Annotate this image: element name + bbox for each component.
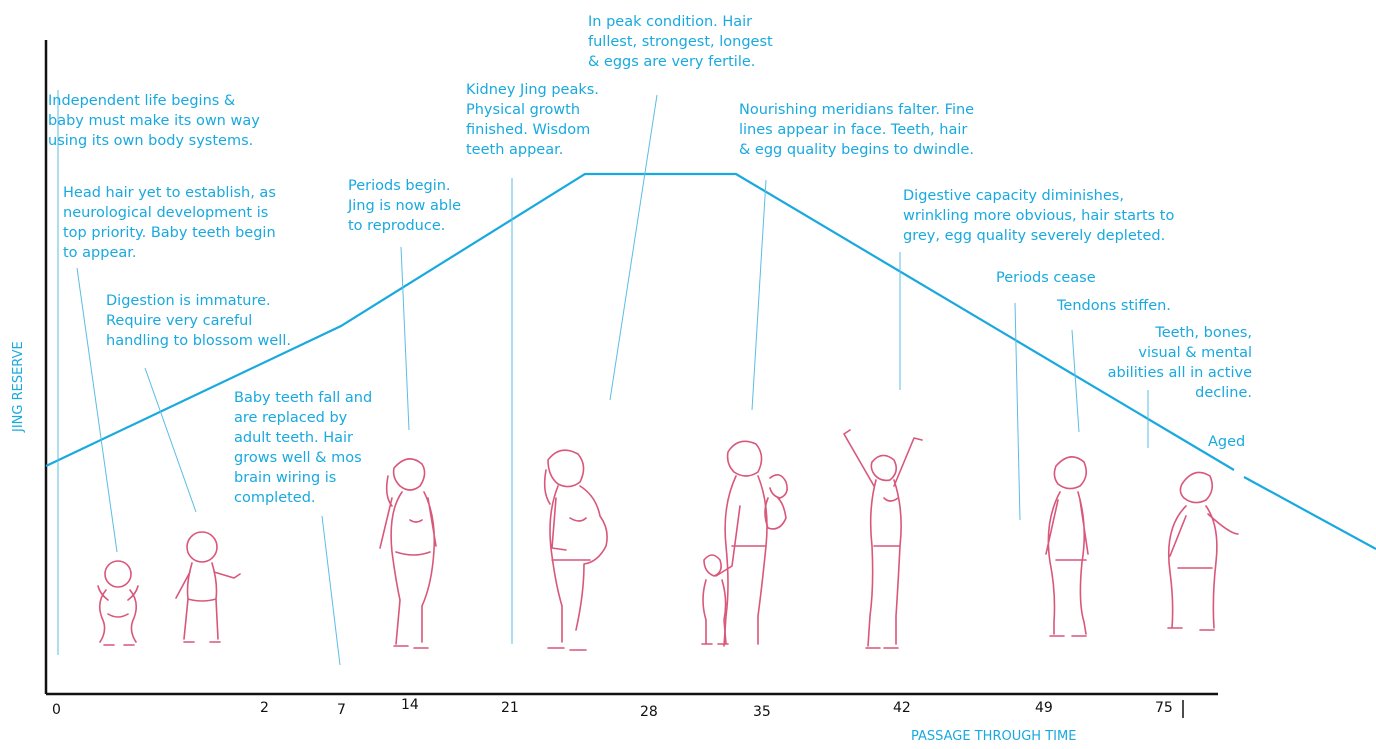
pregnant-figure [543, 449, 608, 651]
annotation-kidney-jing: Kidney Jing peaks. Physical growth finis… [466, 82, 599, 158]
tick-label: 7 [337, 702, 346, 718]
leader-lines [57, 90, 1149, 666]
y-axis-title: JING RESERVE [11, 341, 26, 432]
leader-meridians [751, 179, 767, 411]
tick-label: 49 [1035, 700, 1053, 716]
teen-figure [379, 458, 437, 649]
tick-label: 0 [52, 702, 61, 718]
annotation-teeth-bones: Teeth, bones, visual & mental abilities … [1107, 325, 1252, 401]
jing-reserve-curve-tail [1243, 476, 1376, 550]
annotation-aged: Aged [1208, 434, 1246, 450]
annotation-tendons: Tendons stiffen. [1057, 298, 1171, 314]
arms-raised-figure [843, 429, 923, 649]
x-axis-title: PASSAGE THROUGH TIME [911, 729, 1077, 744]
annotation-meridians-falter: Nourishing meridians falter. Fine lines … [739, 102, 975, 158]
leader-tendons [1071, 329, 1080, 433]
annotation-independent-life: Independent life begins & baby must make… [48, 93, 260, 149]
tick-label: 42 [893, 700, 911, 716]
annotation-head-hair: Head hair yet to establish, as neurologi… [63, 185, 276, 261]
leader-baby-teeth [321, 515, 341, 666]
leader-head-hair [76, 267, 118, 553]
annotation-baby-teeth-fall: Baby teeth fall and are replaced by adul… [234, 390, 373, 506]
annotation-digestive-capacity: Digestive capacity diminishes, wrinkling… [903, 188, 1175, 244]
tick-label: 28 [640, 704, 658, 720]
mother-with-children-figure [701, 440, 788, 647]
aged-figure [1167, 471, 1239, 631]
tick-label: 35 [753, 704, 771, 720]
tick-label: 75 [1155, 700, 1173, 716]
annotation-digestion: Digestion is immature. Require very care… [106, 293, 291, 349]
tick-label: 14 [401, 697, 419, 713]
infant-figure [97, 560, 139, 646]
middle-aged-figure [1045, 456, 1089, 637]
jing-reserve-curve [45, 172, 1235, 471]
tick-label: 2 [260, 700, 269, 716]
leader-periods-begin [400, 246, 410, 431]
leader-peak-condition [609, 94, 658, 401]
annotation-periods-cease: Periods cease [996, 270, 1096, 286]
annotation-peak-condition: In peak condition. Hair fullest, stronge… [588, 14, 773, 70]
tick-label: 21 [501, 700, 519, 716]
leader-digestion [144, 367, 197, 513]
annotation-periods-begin: Periods begin. Jing is now able to repro… [348, 178, 462, 234]
leader-periods-cease [1014, 302, 1021, 521]
toddler-figure [175, 531, 241, 643]
